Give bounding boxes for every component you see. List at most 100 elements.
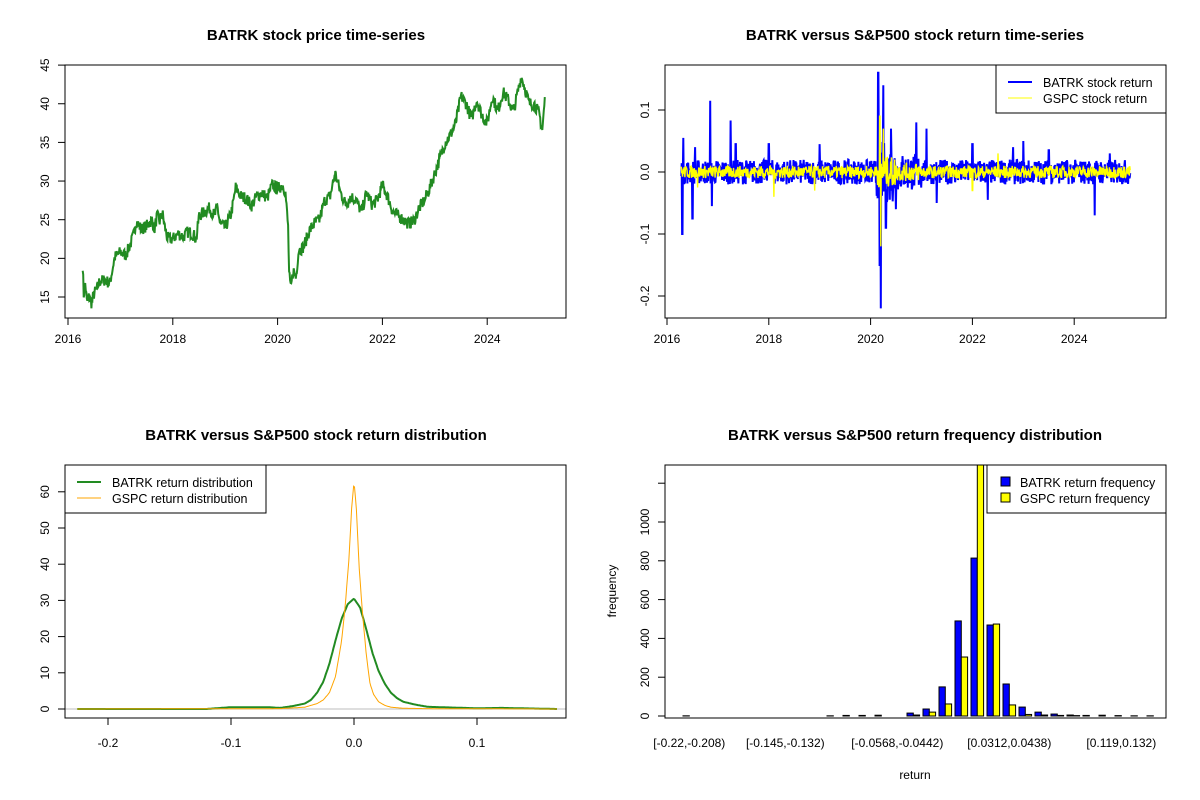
chart-title: BATRK versus S&P500 return frequency dis… [728,427,1102,444]
batrk-bar [1098,714,1106,717]
batrk-bar [938,686,946,717]
y-tick-label: 0 [38,705,52,712]
batrk-bar [954,620,962,717]
batrk-bar [1050,713,1058,717]
batrk-bar [922,708,930,717]
y-tick-label: 30 [38,593,52,607]
gspc-bar [960,656,969,717]
y-tick-label: 35 [38,135,52,149]
y-axis: 0 10 20 30 40 50 60 [38,485,66,712]
legend: BATRK stock return GSPC stock return [995,64,1167,114]
batrk-bar [858,714,866,717]
price-line [81,77,546,309]
gspc-bar [1056,714,1065,717]
x-tick-label: 0.0 [346,736,363,750]
y-tick-label: 20 [38,251,52,265]
x-axis: -0.2 -0.1 0.0 0.1 [98,717,486,750]
x-tick-label: 2018 [159,332,186,346]
x-tick-label: 2018 [755,332,782,346]
y-tick-label: 40 [38,97,52,111]
y-tick-label: 800 [638,550,652,570]
y-tick-label: 15 [38,290,52,304]
y-tick-label: 40 [38,557,52,571]
x-tick-label: 2016 [55,332,82,346]
y-tick-label: 30 [38,174,52,188]
batrk-bar [1002,683,1010,717]
panel-returns: BATRK versus S&P500 stock return time-se… [638,27,1167,346]
gspc-bar [1008,704,1017,717]
legend-label: GSPC stock return [1043,92,1147,106]
y-tick-label: 50 [38,521,52,535]
batrk-bar [986,624,994,717]
y-tick-label: 200 [638,667,652,687]
y-tick-label: 20 [38,630,52,644]
x-tick-label: [-0.145,-0.132) [746,736,825,750]
legend-box [986,464,1167,514]
x-tick-label: 2024 [474,332,501,346]
y-axis: -0.2 -0.1 0.0 0.1 [638,101,666,306]
x-axis: 2016 2018 2020 2022 2024 [55,317,501,346]
x-tick-label: 2022 [959,332,986,346]
x-axis-label: return [899,768,930,782]
batrk-bar [874,714,882,717]
density-series [77,485,557,710]
y-tick-label: 400 [638,628,652,648]
legend-box [995,64,1167,114]
legend-label: GSPC return distribution [112,492,248,506]
panel-price: BATRK stock price time-series 2016 2018 20… [38,27,567,346]
panel-density: BATRK versus S&P500 stock return distrib… [38,427,567,750]
x-tick-label: -0.2 [98,736,119,750]
gspc-bar [992,623,1001,717]
legend: BATRK return frequency GSPC return frequ… [986,464,1167,514]
legend-swatch-batrk [1000,476,1011,487]
y-tick-label: 25 [38,213,52,227]
legend-label: BATRK return distribution [112,476,253,490]
histogram-bars [682,465,1154,717]
y-tick-label: 1000 [638,508,652,535]
batrk-bar [1082,714,1090,717]
x-tick-label: [0.0312,0.0438) [967,736,1051,750]
legend-swatch-gspc [1000,492,1011,503]
gspc-density-line [77,485,557,710]
y-tick-label: 0 [638,712,652,719]
y-axis: 0 200 400 600 800 1000 [638,482,666,719]
y-tick-label: 60 [38,485,52,499]
batrk-bar [842,714,850,717]
x-tick-label: -0.1 [221,736,242,750]
y-axis: 15 20 25 30 35 40 45 [38,58,66,304]
y-tick-label: -0.2 [638,285,652,306]
batrk-bar [1066,714,1074,717]
legend-label: GSPC return frequency [1020,492,1151,506]
gspc-bar [1024,713,1033,717]
batrk-bar [1018,706,1026,717]
x-tick-label: 0.1 [469,736,486,750]
y-tick-label: -0.1 [638,223,652,244]
batrk-bar [906,712,914,717]
gspc-bar [912,714,921,717]
x-axis: 2016 2018 2020 2022 2024 [654,317,1088,346]
x-tick-label: 2024 [1061,332,1088,346]
x-tick-label: 2016 [654,332,681,346]
y-tick-label: 0.1 [638,101,652,118]
x-tick-label: [-0.0568,-0.0442) [851,736,943,750]
batrk-bar [970,557,978,717]
x-tick-label: [0.119,0.132) [1086,736,1156,750]
bar-group [682,465,1154,717]
price-series [81,77,546,309]
x-tick-label: 2020 [264,332,291,346]
chart-title: BATRK versus S&P500 stock return time-se… [746,27,1084,44]
y-tick-label: 45 [38,58,52,72]
x-tick-label: 2022 [369,332,396,346]
batrk-density-line [77,597,557,710]
gspc-return-line [680,115,1131,247]
x-axis: [-0.22,-0.208) [-0.145,-0.132) [-0.0568,-0… [653,736,1156,750]
legend: BATRK return distribution GSPC return di… [64,464,267,514]
gspc-bar [976,465,985,717]
y-tick-label: 10 [38,666,52,680]
panel-histogram: BATRK versus S&P500 return frequency dis… [605,427,1167,782]
y-axis-label: frequency [605,565,619,618]
x-tick-label: [-0.22,-0.208) [653,736,725,750]
gspc-bar [1040,714,1049,717]
chart-title: BATRK versus S&P500 stock return distrib… [145,427,486,444]
